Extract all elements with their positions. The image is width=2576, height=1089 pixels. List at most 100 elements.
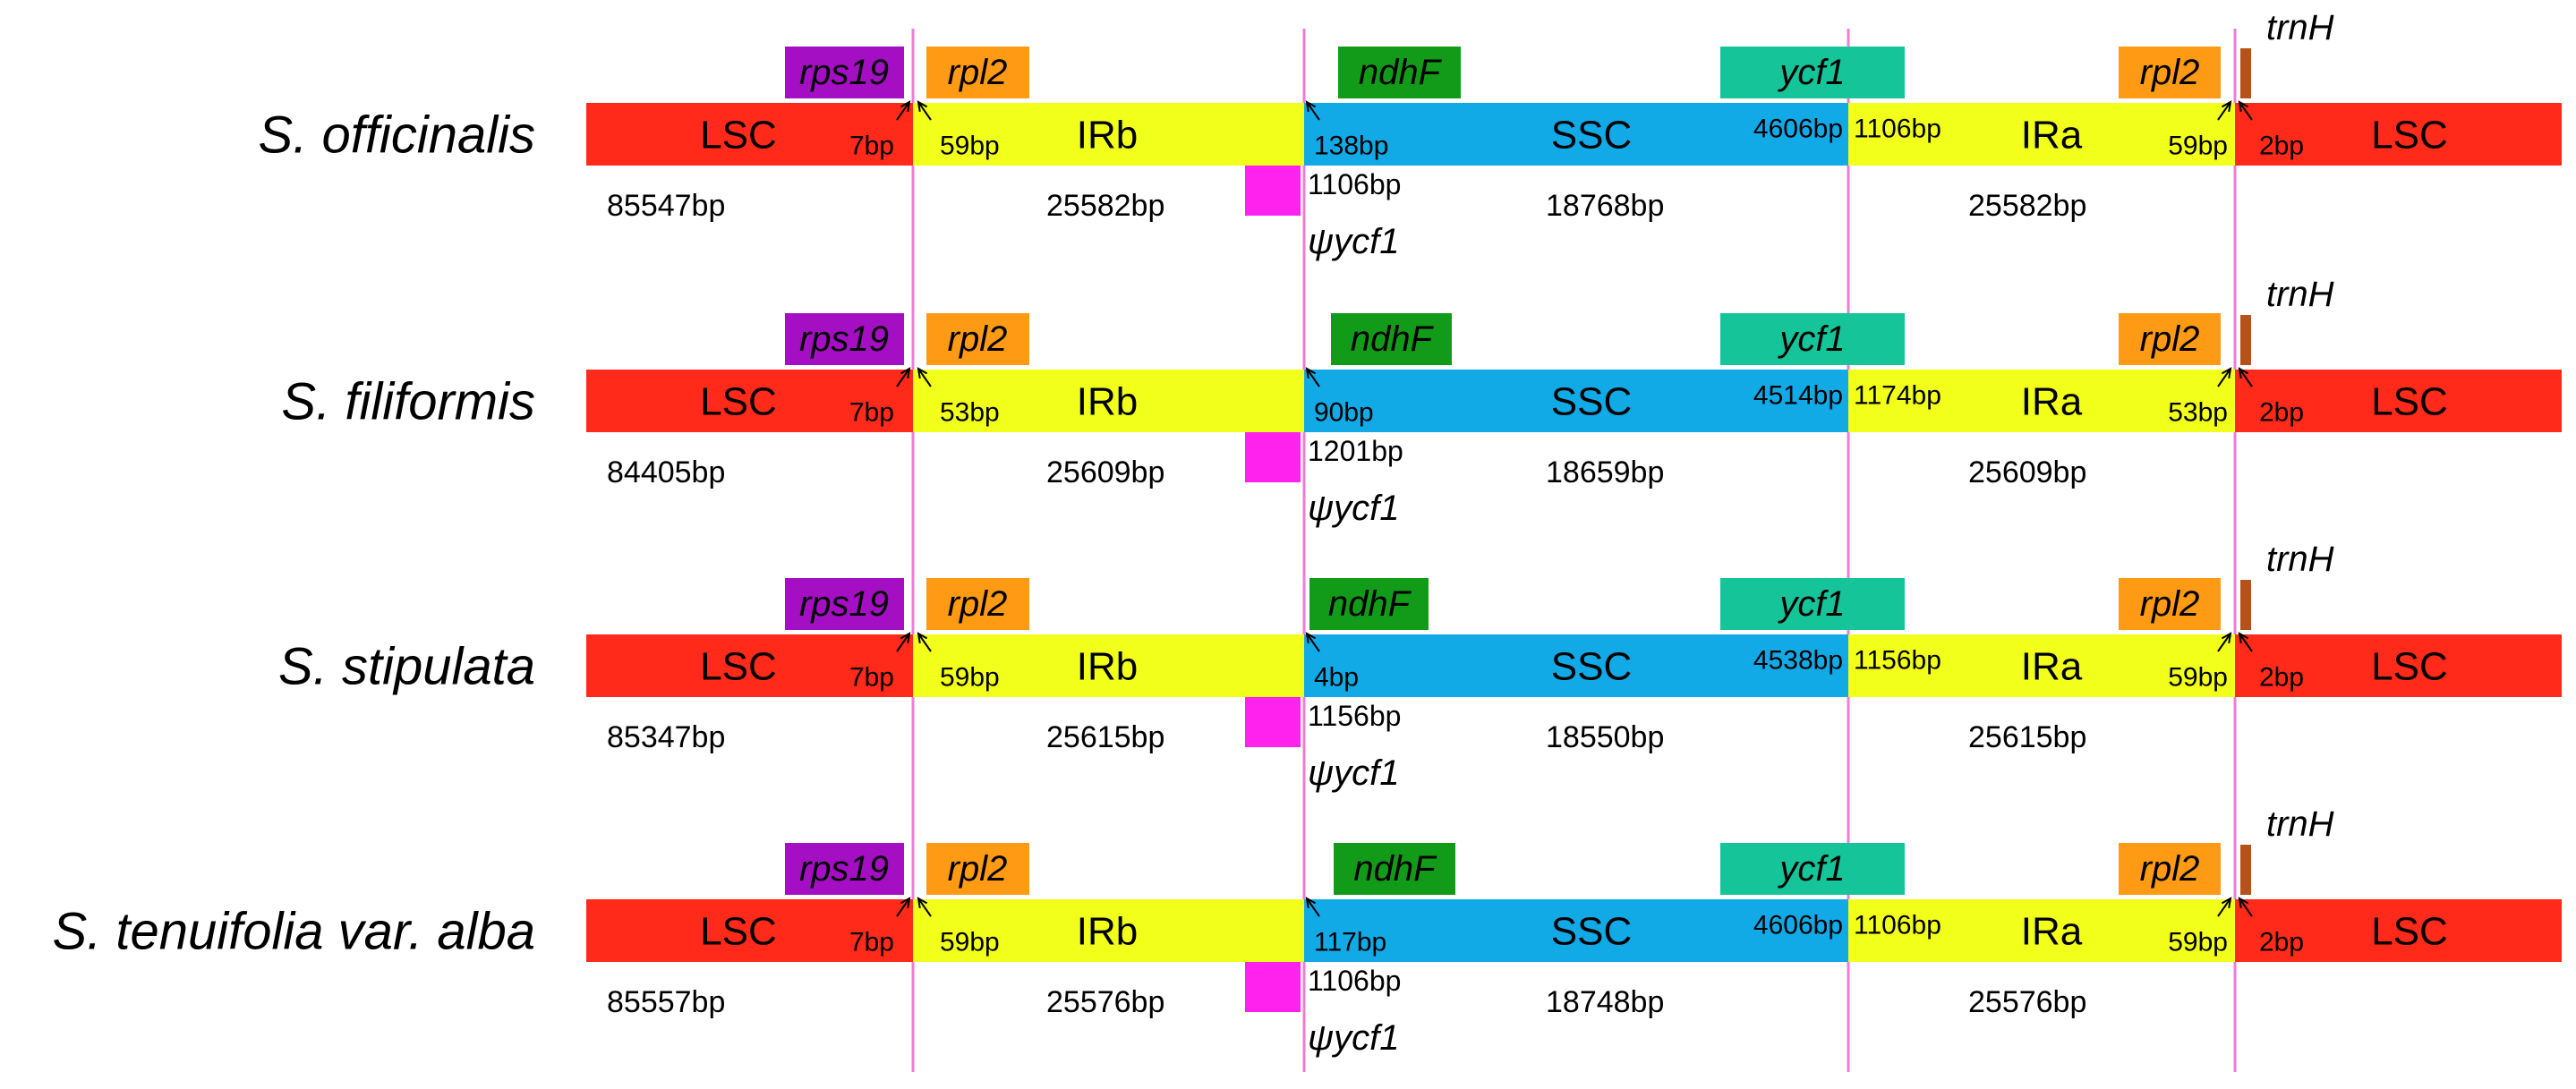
species-name: S. stipulata xyxy=(278,638,535,696)
ira-region xyxy=(1848,634,2235,697)
psi-ycf1-length: 1106bp xyxy=(1308,168,1401,200)
irb-length: 25615bp xyxy=(1046,720,1164,754)
gene-box-ycf1 xyxy=(1720,47,1905,98)
trnh-boundary-arrow xyxy=(2238,100,2253,121)
rps19-boundary-arrow-shaft xyxy=(896,633,910,652)
rpl2-boundary-arrow xyxy=(917,100,932,121)
gene-label-psi-ycf1: ψycf1 xyxy=(1308,222,1399,261)
gene-box-rps19 xyxy=(785,843,904,895)
gene-box-rpl2-left xyxy=(926,578,1029,630)
gene-label-ndhf: ndhF xyxy=(1353,849,1437,889)
rps19-boundary-arrow-head xyxy=(900,632,911,644)
rpl2-boundary-arrow-head xyxy=(917,367,928,379)
species-row: S. tenuifolia var. alba LSC IRb SSC IRa LSC rp… xyxy=(52,804,2562,1058)
ndhf-distance-label: 90bp xyxy=(1314,398,1374,428)
gene-label-psi-ycf1: ψycf1 xyxy=(1308,1018,1399,1058)
lsc-length: 85347bp xyxy=(607,720,725,754)
trnh-boundary-arrow xyxy=(2238,632,2253,652)
ycf1-ira-length-label: 1156bp xyxy=(1854,646,1941,676)
region-label-irb: IRb xyxy=(1077,645,1138,689)
gene-box-rpl2-left xyxy=(926,47,1029,98)
psi-ycf1-length: 1156bp xyxy=(1308,700,1401,732)
rpl2-boundary-arrow-head xyxy=(917,632,928,644)
rpl2-left-distance-label: 53bp xyxy=(940,398,1000,428)
gene-box-rpl2-right xyxy=(2119,313,2221,365)
gene-box-psi-ycf1 xyxy=(1245,697,1301,747)
gene-box-rps19 xyxy=(785,47,904,98)
gene-box-ycf1 xyxy=(1720,843,1905,895)
region-label-lsc: LSC xyxy=(2371,380,2448,424)
rpl2-right-distance-label: 53bp xyxy=(2168,398,2228,428)
gene-label-rpl2: rpl2 xyxy=(2140,319,2200,359)
trnh-boundary-arrow-shaft xyxy=(2239,633,2253,652)
region-label-irb: IRb xyxy=(1077,380,1138,424)
trnh-boundary-arrow-shaft xyxy=(2239,368,2253,387)
gene-box-psi-ycf1 xyxy=(1245,166,1301,216)
ssc-length: 18768bp xyxy=(1546,189,1664,223)
ira-region xyxy=(1848,899,2235,962)
trnh-boundary-arrow-head xyxy=(2238,367,2249,379)
gene-label-rpl2: rpl2 xyxy=(2140,849,2200,889)
rpl2-right-boundary-arrow-head xyxy=(2221,897,2232,909)
gene-label-psi-ycf1: ψycf1 xyxy=(1308,489,1399,528)
rpl2-right-distance-label: 59bp xyxy=(2168,663,2228,693)
ndhf-boundary-arrow-shaft xyxy=(1306,101,1320,121)
rps19-boundary-arrow xyxy=(896,100,911,121)
gene-label-rps19: rps19 xyxy=(799,319,889,359)
lsc-left-region xyxy=(586,103,913,166)
trnh-distance-label: 2bp xyxy=(2259,928,2304,957)
irb-length: 25582bp xyxy=(1046,189,1164,223)
gene-box-ndhf xyxy=(1331,313,1452,365)
ndhf-boundary-arrow xyxy=(1305,632,1320,652)
gene-label-rpl2: rpl2 xyxy=(948,319,1008,359)
lsc-left-region xyxy=(586,899,913,962)
irb-length: 25609bp xyxy=(1046,455,1164,489)
trnh-distance-label: 2bp xyxy=(2259,132,2304,161)
gene-box-rpl2-right xyxy=(2119,843,2221,895)
rpl2-right-boundary-arrow-shaft xyxy=(2217,633,2231,652)
ira-region xyxy=(1848,103,2235,166)
rpl2-right-boundary-arrow-head xyxy=(2221,100,2232,113)
rps19-boundary-arrow-shaft xyxy=(896,101,910,121)
rps19-boundary-arrow xyxy=(896,897,911,917)
gene-box-trnh xyxy=(2240,48,2251,98)
ira-region xyxy=(1848,370,2235,432)
rpl2-boundary-arrow-shaft xyxy=(917,898,932,917)
rpl2-right-boundary-arrow-shaft xyxy=(2217,368,2231,387)
gene-box-rpl2-left xyxy=(926,313,1029,365)
rps19-overlap-label: 7bp xyxy=(849,928,894,957)
trnh-distance-label: 2bp xyxy=(2259,663,2304,693)
region-label-lsc: LSC xyxy=(2371,910,2448,954)
region-label-lsc: LSC xyxy=(700,380,777,424)
lsc-right-region xyxy=(2235,899,2562,962)
lsc-length: 84405bp xyxy=(607,455,725,489)
rpl2-boundary-arrow xyxy=(917,367,932,387)
rpl2-boundary-arrow-head xyxy=(917,897,928,909)
ndhf-boundary-arrow xyxy=(1305,100,1320,121)
gene-box-ycf1 xyxy=(1720,578,1905,630)
gene-label-rpl2: rpl2 xyxy=(948,584,1008,624)
lsc-right-region xyxy=(2235,370,2562,432)
trnh-boundary-arrow-shaft xyxy=(2239,898,2253,917)
ssc-region xyxy=(1304,634,1848,697)
ndhf-distance-label: 138bp xyxy=(1314,132,1388,161)
rps19-overlap-label: 7bp xyxy=(849,663,894,693)
rpl2-right-boundary-arrow xyxy=(2217,632,2232,652)
ssc-length: 18748bp xyxy=(1546,985,1664,1019)
ndhf-boundary-arrow xyxy=(1305,897,1320,917)
lsc-right-region xyxy=(2235,103,2562,166)
gene-box-rps19 xyxy=(785,578,904,630)
region-label-ira: IRa xyxy=(2021,910,2083,954)
region-label-lsc: LSC xyxy=(2371,645,2448,689)
rps19-boundary-arrow xyxy=(896,367,911,387)
irb-length: 25576bp xyxy=(1046,985,1164,1019)
species-row: S. officinalis LSC IRb SSC IRa LSC rps19 rpl2 nd… xyxy=(259,8,2562,261)
rpl2-right-boundary-arrow xyxy=(2217,367,2232,387)
gene-label-rpl2: rpl2 xyxy=(2140,53,2200,92)
gene-label-rps19: rps19 xyxy=(799,53,889,92)
region-label-ssc: SSC xyxy=(1551,645,1632,689)
rps19-overlap-label: 7bp xyxy=(849,398,894,428)
lsc-length: 85547bp xyxy=(607,189,725,223)
rpl2-boundary-arrow-head xyxy=(917,100,928,113)
